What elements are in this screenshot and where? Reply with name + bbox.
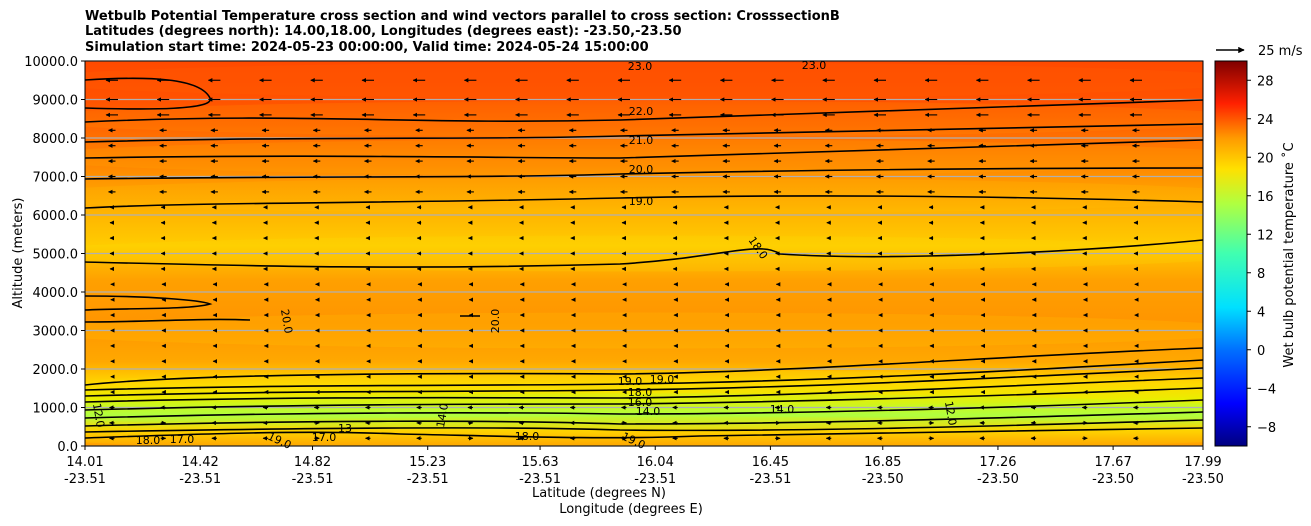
- contour-line: [85, 387, 1203, 411]
- contour-label: 17.0: [170, 433, 195, 446]
- y-tick-label: 10000.0: [24, 55, 78, 70]
- chart-title-line-2: Latitudes (degrees north): 14.00,18.00, …: [85, 24, 682, 39]
- y-axis: 0.0 1000.0 2000.0 3000.0 4000.0 5000.0 6000.0 7…: [24, 55, 85, 455]
- colorbar-tick-label: −8: [1257, 421, 1276, 436]
- y-tick-label: 3000.0: [33, 325, 79, 340]
- contour-line: [85, 377, 1203, 403]
- contour-label: 14.0: [770, 403, 795, 416]
- colorbar: −8 −4 0 4 8 12 16 20 24 28 Wet bulb potential tem…: [1214, 60, 1297, 447]
- x-axis: 14.01 -23.51 14.42 -23.51 14.82 -23.51 15.23 -2…: [64, 446, 1224, 487]
- contour-line: [85, 167, 1203, 180]
- contour-line: [85, 123, 1203, 143]
- x-tick-label-lon: -23.51: [519, 472, 561, 487]
- x-axis-label: Latitude (degrees N): [532, 486, 666, 501]
- x-tick-label-lat: 17.99: [1184, 455, 1221, 470]
- contour-label: 19.0: [629, 195, 654, 208]
- x-tick-label-lon: -23.51: [749, 472, 791, 487]
- chart-title-line-1: Wetbulb Potential Temperature cross sect…: [85, 9, 840, 24]
- x-tick-label-lat: 15.63: [521, 455, 558, 470]
- wind-key: 25 m/s: [1216, 44, 1303, 59]
- y-tick-label: 0.0: [57, 440, 78, 455]
- y-tick-label: 8000.0: [33, 132, 79, 147]
- colorbar-tick-label: 28: [1257, 74, 1274, 89]
- x-tick-label-lon: -23.50: [1092, 472, 1134, 487]
- contour-label: 17.0: [312, 431, 337, 444]
- colorbar-label: Wet bulb potential temperature ˚C: [1281, 142, 1297, 367]
- contour-line: [85, 419, 1203, 433]
- colorbar-tick-label: 20: [1257, 151, 1274, 166]
- contour-label: 12.0: [90, 402, 107, 428]
- x-axis-label-secondary: Longitude (degrees E): [559, 502, 703, 517]
- temperature-band: [85, 177, 1203, 214]
- contour-label: 23.0: [802, 59, 827, 72]
- contour-label: 21.0: [629, 134, 654, 147]
- contour-label: 18.0: [515, 430, 540, 443]
- plot-area: 23.0 23.022.021.020.019.018.020.0 20.019.0…: [84, 59, 1204, 452]
- x-tick-label-lat: 16.04: [637, 455, 674, 470]
- contour-line: [85, 427, 1203, 439]
- colorbar-tick-label: 4: [1257, 305, 1265, 320]
- x-tick-label-lon: -23.50: [862, 472, 904, 487]
- x-tick-label-lon: -23.51: [179, 472, 221, 487]
- contour-line: [85, 359, 1203, 391]
- contour-label: 20.0: [489, 309, 502, 334]
- contour-line: [85, 195, 1203, 209]
- y-tick-label: 4000.0: [33, 286, 79, 301]
- contour-label: 20.0: [278, 308, 295, 334]
- temperature-band: [85, 416, 1203, 446]
- x-tick-label-lon: -23.51: [292, 472, 334, 487]
- wind-key-label: 25 m/s: [1258, 44, 1303, 59]
- colorbar-tick-label: 0: [1257, 344, 1265, 359]
- colorbar-gradient: [1214, 60, 1248, 447]
- x-tick-label-lat: 17.67: [1095, 455, 1132, 470]
- x-tick-label-lat: 14.01: [66, 455, 103, 470]
- colorbar-tick-label: −4: [1257, 382, 1276, 397]
- y-tick-label: 6000.0: [33, 209, 79, 224]
- contour-line: [85, 367, 1203, 397]
- colorbar-tick-label: 24: [1257, 113, 1274, 128]
- wind-vectors: [105, 78, 1142, 441]
- contour-label: 19.0: [650, 373, 675, 386]
- contour-label: 16.0: [628, 396, 653, 409]
- contour-label: 13: [338, 422, 352, 435]
- y-axis-label: Altitude (meters): [11, 198, 26, 309]
- y-tick-label: 9000.0: [33, 94, 79, 109]
- contour-label: 20.0: [629, 163, 654, 176]
- contour-label: 14.0: [636, 405, 661, 418]
- contour-line: [85, 411, 1203, 427]
- contour-line: [85, 318, 251, 323]
- colorbar-tick-label: 12: [1257, 228, 1274, 243]
- x-tick-label-lon: -23.50: [977, 472, 1019, 487]
- contour-line: [85, 295, 213, 311]
- x-tick-label-lon: -23.51: [64, 472, 106, 487]
- y-tick-label: 5000.0: [33, 248, 79, 263]
- y-tick-label: 1000.0: [33, 402, 79, 417]
- contour-label: 22.0: [629, 105, 654, 118]
- colorbar-tick-label: 8: [1257, 267, 1265, 282]
- colorbar-tick-label: 16: [1257, 190, 1274, 205]
- x-tick-label-lat: 15.23: [409, 455, 446, 470]
- x-tick-label-lon: -23.51: [634, 472, 676, 487]
- temperature-band: [85, 62, 1203, 99]
- contour-line: [85, 399, 1203, 419]
- contour-line: [85, 239, 1203, 268]
- contour-label: 12.0: [942, 400, 959, 426]
- contour-label: 18.0: [136, 434, 161, 447]
- contour-label: 14.0: [434, 402, 451, 428]
- x-tick-label-lat: 14.42: [182, 455, 219, 470]
- x-tick-label-lat: 17.26: [979, 455, 1016, 470]
- x-tick-label-lon: -23.51: [407, 472, 449, 487]
- contour-label: 23.0: [628, 60, 653, 73]
- x-tick-label-lon: -23.50: [1182, 472, 1224, 487]
- chart-title-line-3: Simulation start time: 2024-05-23 00:00:…: [85, 40, 649, 55]
- x-tick-label-lat: 16.45: [752, 455, 789, 470]
- contour-line: [85, 99, 1203, 123]
- y-tick-label: 7000.0: [33, 171, 79, 186]
- y-tick-label: 2000.0: [33, 363, 79, 378]
- contour-label: 18.0: [628, 386, 653, 399]
- contour-line: [85, 347, 1203, 386]
- x-tick-label-lat: 14.82: [294, 455, 331, 470]
- x-tick-label-lat: 16.85: [864, 455, 901, 470]
